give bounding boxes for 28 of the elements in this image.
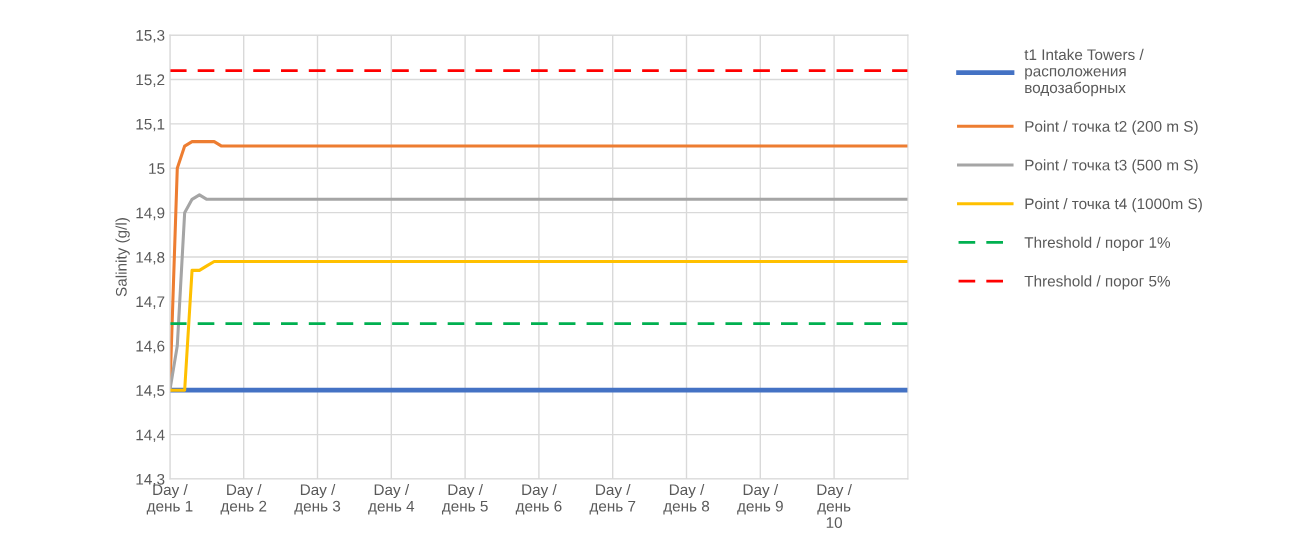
x-tick-label: Day / день 10 xyxy=(817,483,852,529)
x-tick-label: Day / день 4 xyxy=(368,483,415,515)
y-tick-label: 14,6 xyxy=(136,340,165,354)
legend-label: Threshold / порог 5% xyxy=(1024,275,1171,290)
x-tick-label: Day / день 2 xyxy=(220,483,267,515)
legend-label: t1 Intake Towers / расположения водозаборных xyxy=(1024,48,1144,97)
x-tick-label: Day / день 7 xyxy=(589,483,636,515)
x-tick-label: Day / день 3 xyxy=(294,483,341,515)
legend-label: Point / точка t2 (200 m S) xyxy=(1025,120,1198,135)
line-series xyxy=(169,193,908,392)
x-tick-label: Day / день 9 xyxy=(737,483,783,515)
y-tick-label: 14,5 xyxy=(136,385,165,398)
y-tick-label: 14,7 xyxy=(136,296,165,309)
y-axis-title: Salinity (g/l) xyxy=(115,218,130,297)
legend-label: Point / точка t3 (500 m S) xyxy=(1025,159,1198,174)
legend-label: Threshold / порог 1% xyxy=(1024,236,1171,251)
y-tick-label: 14,9 xyxy=(136,207,165,221)
y-tick-label: 15,2 xyxy=(136,74,165,87)
y-tick-label: 15,3 xyxy=(136,29,165,43)
line-series xyxy=(169,259,908,392)
y-tick-label: 14,4 xyxy=(136,429,165,443)
x-tick-label: Day / день 8 xyxy=(663,483,710,515)
y-tick-label: 15,1 xyxy=(136,118,165,132)
legend-label: Point / точка t4 (1000m S) xyxy=(1025,197,1202,213)
x-tick-label: Day / день 6 xyxy=(515,483,562,515)
y-tick-label: 14,8 xyxy=(136,251,165,265)
x-tick-label: Day / день 5 xyxy=(441,483,488,515)
y-tick-label: 15 xyxy=(149,163,165,174)
